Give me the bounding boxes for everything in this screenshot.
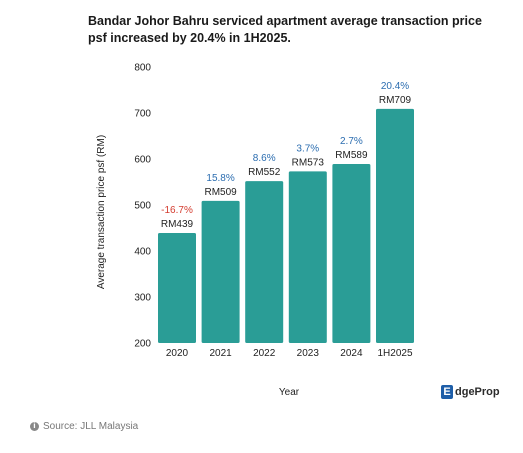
x-tick-label: 2021 [209,348,232,359]
y-tick-label: 700 [134,109,151,120]
bar-change-label: 20.4% [381,81,409,92]
bars: RM439 -16.7% RM509 15.8% RM552 8.6% RM573 3.7% R… [158,81,414,343]
y-tick-label: 500 [134,201,151,212]
y-tick-label: 200 [134,339,151,350]
x-axis-label: Year [279,387,300,398]
bar [376,108,414,343]
edgeprop-logo: E dgeProp [441,385,500,399]
bar-change-label: 8.6% [253,153,276,164]
x-tick-label: 2024 [340,348,363,359]
y-axis-ticks: 200 300 400 500 600 700 800 [134,63,151,350]
bar-value-label: RM552 [248,167,281,178]
y-tick-label: 400 [134,247,151,258]
x-tick-label: 2022 [253,348,276,359]
bar-value-label: RM709 [379,95,412,106]
source-text: Source: JLL Malaysia [43,421,139,432]
bar [201,200,240,343]
chart-title: Bandar Johor Bahru serviced apartment av… [88,14,482,45]
bar [245,181,284,343]
bar-value-label: RM439 [161,219,194,230]
bar-value-label: RM509 [204,187,237,198]
source-note: i Source: JLL Malaysia [30,421,138,432]
x-tick-label: 2020 [166,348,189,359]
bar-value-label: RM589 [335,150,368,161]
bar-change-label: 3.7% [296,143,319,154]
bar-value-label: RM573 [292,157,325,168]
info-icon: i [30,422,39,431]
x-tick-label: 2023 [297,348,320,359]
x-tick-label: 1H2025 [377,348,412,359]
y-tick-label: 600 [134,155,151,166]
bar-change-label: 2.7% [340,136,363,147]
bar [332,164,371,343]
x-axis-ticks: 2020 2021 2022 2023 2024 1H2025 [166,348,413,359]
bar [288,171,327,343]
bar-change-label: -16.7% [161,205,193,216]
y-tick-label: 800 [134,63,151,74]
edgeprop-logo-text: dgeProp [455,386,500,398]
y-axis-label: Average transaction price psf (RM) [96,135,107,289]
bar [158,233,196,343]
y-tick-label: 300 [134,293,151,304]
bar-change-label: 15.8% [206,173,234,184]
edgeprop-logo-mark: E [441,385,453,399]
